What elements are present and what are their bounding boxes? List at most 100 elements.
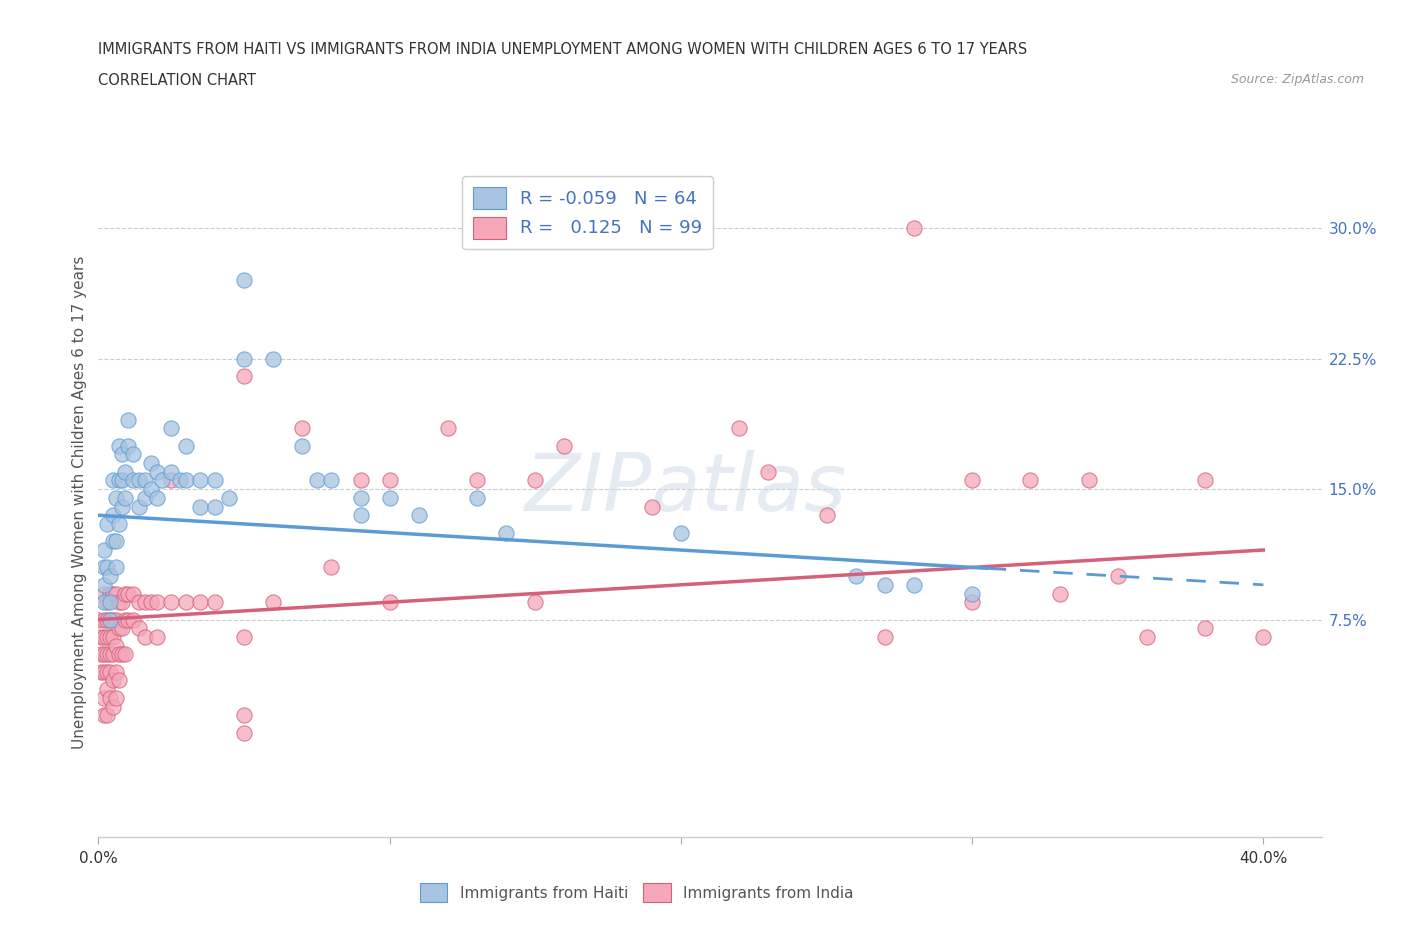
Point [128,595,150,610]
Point [96,560,118,575]
Point [122,473,145,488]
Point [93,578,115,592]
Point [114,647,136,662]
Point [98,586,121,601]
Point [1049,586,1071,601]
Point [728,421,751,436]
Point [160,421,183,436]
Point [641,499,664,514]
Point [128,473,150,488]
Point [134,490,156,505]
Point [98,612,121,627]
Point [108,647,131,662]
Point [87,612,110,627]
Point [108,621,131,636]
Point [93,560,115,575]
Point [1194,473,1216,488]
Point [145,630,167,644]
Point [104,612,127,627]
Point [114,464,136,479]
Point [104,638,127,653]
Point [98,664,121,679]
Point [98,647,121,662]
Point [321,560,343,575]
Point [96,595,118,610]
Point [108,595,131,610]
Point [104,664,127,679]
Point [349,508,371,523]
Point [134,630,156,644]
Point [96,612,118,627]
Point [160,464,183,479]
Point [93,708,115,723]
Point [321,473,343,488]
Point [174,438,197,453]
Point [134,473,156,488]
Point [98,612,121,627]
Point [111,499,134,514]
Point [233,630,256,644]
Point [960,473,983,488]
Point [233,352,256,366]
Point [117,412,139,427]
Point [104,586,127,601]
Point [104,490,127,505]
Point [233,273,256,288]
Point [101,586,124,601]
Point [117,612,139,627]
Point [145,490,167,505]
Point [174,595,197,610]
Point [93,664,115,679]
Point [1077,473,1099,488]
Point [111,595,134,610]
Point [117,438,139,453]
Text: CORRELATION CHART: CORRELATION CHART [98,73,256,87]
Point [98,630,121,644]
Point [233,725,256,740]
Point [1019,473,1042,488]
Point [152,473,174,488]
Point [378,490,401,505]
Point [96,708,118,723]
Point [233,368,256,383]
Point [111,447,134,462]
Point [108,473,131,488]
Point [1253,630,1275,644]
Point [96,682,118,697]
Point [104,534,127,549]
Point [98,595,121,610]
Point [756,464,779,479]
Point [114,612,136,627]
Point [114,490,136,505]
Point [117,586,139,601]
Point [122,586,145,601]
Point [139,482,162,497]
Point [174,473,197,488]
Point [96,516,118,531]
Point [873,578,896,592]
Point [98,568,121,583]
Point [108,516,131,531]
Point [90,647,112,662]
Point [128,621,150,636]
Point [93,542,115,557]
Text: Source: ZipAtlas.com: Source: ZipAtlas.com [1230,73,1364,86]
Point [101,630,124,644]
Point [465,473,488,488]
Point [903,578,925,592]
Point [204,595,226,610]
Point [291,438,314,453]
Point [101,612,124,627]
Point [378,595,401,610]
Point [408,508,430,523]
Point [101,647,124,662]
Point [1194,621,1216,636]
Point [104,690,127,705]
Point [218,490,240,505]
Point [101,534,124,549]
Point [101,508,124,523]
Legend: Immigrants from Haiti, Immigrants from India: Immigrants from Haiti, Immigrants from I… [412,876,860,910]
Point [160,595,183,610]
Point [111,647,134,662]
Point [128,499,150,514]
